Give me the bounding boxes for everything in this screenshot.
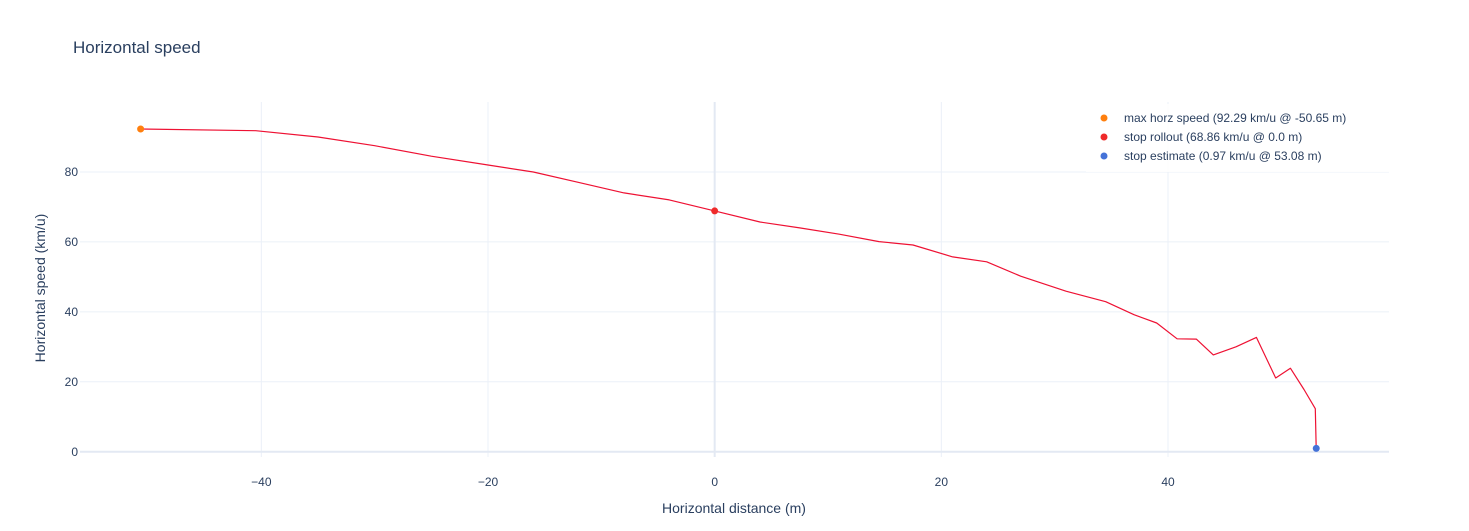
x-tick-label: 20: [935, 475, 949, 489]
x-tick-label: 0: [711, 475, 718, 489]
chart-title: Horizontal speed: [73, 38, 201, 57]
legend-marker: [1100, 152, 1108, 160]
max-speed-marker: [137, 125, 145, 133]
y-axis-title: Horizontal speed (km/u): [32, 214, 48, 363]
y-tick-label: 0: [71, 445, 78, 459]
legend-marker: [1100, 133, 1108, 141]
y-tick-label: 40: [65, 305, 79, 319]
y-tick-label: 60: [65, 235, 79, 249]
legend-background: [1086, 104, 1389, 172]
stop-estimate-marker: [1312, 444, 1320, 452]
stop-rollout-marker: [711, 207, 719, 215]
legend-label: max horz speed (92.29 km/u @ -50.65 m): [1124, 111, 1346, 125]
x-tick-label: 40: [1161, 475, 1175, 489]
x-tick-label: −20: [478, 475, 499, 489]
legend-label: stop estimate (0.97 km/u @ 53.08 m): [1124, 149, 1322, 163]
legend-label: stop rollout (68.86 km/u @ 0.0 m): [1124, 130, 1302, 144]
speed-line: [140, 128, 1317, 449]
legend-marker: [1100, 114, 1108, 122]
y-tick-label: 80: [65, 165, 79, 179]
x-axis-title: Horizontal distance (m): [662, 500, 806, 516]
plot-layer: [137, 125, 1320, 452]
x-tick-label: −40: [251, 475, 272, 489]
legend: max horz speed (92.29 km/u @ -50.65 m) st…: [1086, 104, 1389, 172]
y-tick-label: 20: [65, 375, 79, 389]
axis-layer: −40 −20 0 20 40 0 20 40 60 80: [65, 165, 1175, 489]
